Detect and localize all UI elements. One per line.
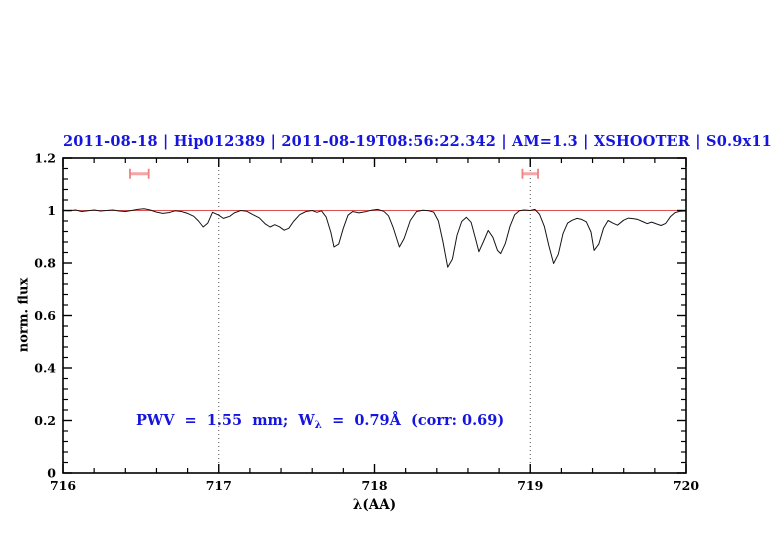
x-tick-label: 719 [517, 478, 543, 493]
y-tick-label: 0.2 [34, 413, 56, 428]
pwv-annotation-sub: λ [314, 419, 322, 431]
y-tick-label: 1.2 [34, 151, 56, 166]
y-tick-label: 1 [47, 203, 56, 218]
x-tick-label: 716 [50, 478, 76, 493]
spectrum-line [62, 208, 687, 268]
x-axis-label: λ(AA) [352, 497, 397, 513]
y-axis-label: norm. flux [16, 277, 32, 353]
y-tick-label: 0.6 [34, 308, 56, 323]
pwv-annotation-post: = 0.79Å (corr: 0.69) [321, 412, 505, 429]
y-tick-label: 0 [47, 466, 56, 481]
x-tick-label: 718 [361, 478, 387, 493]
pwv-annotation-pre: PWV = 1.55 mm; W [136, 412, 315, 429]
y-tick-label: 0.8 [34, 256, 56, 271]
pwv-annotation: PWV = 1.55 mm; Wλ = 0.79Å (corr: 0.69) [136, 412, 504, 431]
x-tick-label: 717 [206, 478, 232, 493]
plot-title: 2011-08-18 | Hip012389 | 2011-08-19T08:5… [63, 133, 772, 150]
x-tick-label: 720 [673, 478, 699, 493]
y-tick-label: 0.4 [34, 361, 56, 376]
